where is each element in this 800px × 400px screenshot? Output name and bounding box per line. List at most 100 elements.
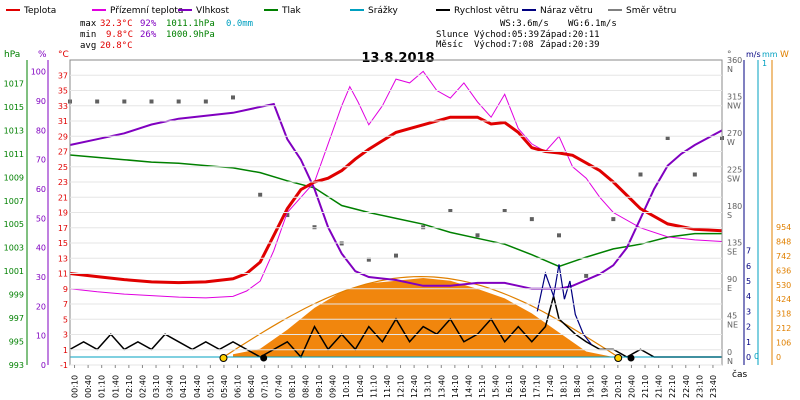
pressure-tick: 993 [9,361,24,370]
humidity-unit: % [38,50,47,60]
stat-sun-set: Západ:20:11 [540,30,600,40]
stat-wg: WG:6.1m/s [568,19,617,29]
radiation-unit: W [780,50,789,60]
radiation-tick: 106 [776,339,791,348]
legend-item: Srážky [368,6,399,16]
direction-unit: ° [727,50,732,60]
direction-tick: 315 [727,93,742,102]
x-tick: 17:40 [546,375,555,398]
x-tick: 13:10 [424,375,433,398]
pressure-tick: 1015 [4,103,24,112]
direction-tick: 360 [727,56,742,65]
x-tick: 11:40 [383,375,392,398]
x-tick: 18:40 [573,375,582,398]
direction-label: N [727,357,733,366]
temp-tick: 23 [58,178,68,187]
legend-item: Náraz větru [540,6,593,16]
x-tick: 00:10 [71,375,80,398]
wind-gust-line [536,264,593,346]
direction-point [638,172,643,177]
x-tick: 20:40 [627,375,636,398]
x-tick: 09:40 [329,375,338,398]
direction-label: SW [727,175,740,184]
x-tick: 10:40 [356,375,365,398]
wind-tick: 4 [746,292,751,301]
x-tick: 15:10 [478,375,487,398]
x-tick: 10:10 [342,375,351,398]
temp-tick: 21 [58,193,68,202]
temp-tick: 37 [58,71,68,80]
temperature-unit: °C [58,50,69,60]
humidity-tick: 100 [31,68,46,77]
stat-max-press: 1011.1hPa [166,19,215,29]
wind-tick: 6 [746,262,751,271]
temp-tick: 3 [63,331,68,340]
legend-item: Teplota [23,6,56,16]
legend-item: Rychlost větru [454,6,519,16]
x-tick: 18:10 [560,375,569,398]
x-tick: 13:40 [437,375,446,398]
x-tick: 14:40 [464,375,473,398]
direction-point [203,99,208,104]
sun-curve [223,275,618,358]
wind-unit: m/s [746,50,761,59]
direction-label: W [727,138,735,147]
x-tick: 15:40 [492,375,501,398]
direction-tick: 0 [727,348,732,357]
humidity-tick: 60 [36,185,46,194]
x-tick: 05:10 [206,375,215,398]
pressure-line [69,154,722,268]
humidity-tick: 20 [36,302,46,311]
legend-item: Směr větru [626,6,676,16]
wind-tick: 5 [746,277,751,286]
radiation-tick: 318 [776,310,791,319]
pressure-tick: 1003 [4,244,24,253]
pressure-tick: 999 [9,291,24,300]
direction-tick: 180 [727,202,742,211]
x-tick: 07:10 [261,375,270,398]
direction-point [692,172,697,177]
ground-temp-line [69,70,723,299]
x-tick: 20:10 [614,375,623,398]
x-tick: 11:10 [369,375,378,398]
rain-top-tick: 1 [762,59,767,68]
direction-label: NE [727,321,738,330]
direction-point [529,217,534,222]
pressure-tick: 1005 [4,220,24,229]
direction-tick: 45 [727,312,737,321]
radiation-tick: 530 [776,281,791,290]
temp-tick: 7 [63,300,68,309]
rain-unit: mm [762,50,778,59]
rain-bottom-tick: 0 [754,352,759,361]
stat-min-hum: 26% [140,30,157,40]
temp-tick: 1 [63,346,68,355]
sunset-marker [614,354,623,362]
temp-tick: 11 [58,270,68,279]
direction-point [285,213,290,218]
direction-point [475,233,480,238]
temp-tick: 31 [58,117,68,126]
direction-point [176,99,181,104]
x-tick: 16:10 [505,375,514,398]
x-tick: 06:10 [234,375,243,398]
x-tick: 17:10 [532,375,541,398]
temperature-line [69,115,723,285]
x-tick: 02:40 [138,375,147,398]
direction-label: E [727,284,732,293]
direction-point [584,273,589,278]
temp-tick: -1 [60,361,68,370]
x-tick: 09:10 [315,375,324,398]
x-tick: 12:40 [410,375,419,398]
stat-max-hum: 92% [140,19,157,29]
pressure-unit: hPa [4,50,20,60]
wind-tick: 1 [746,338,751,347]
wind-tick: 3 [746,307,751,316]
x-tick: 23:40 [709,375,718,398]
x-tick: 16:40 [519,375,528,398]
direction-point [611,217,616,222]
x-tick: 14:10 [451,375,460,398]
legend-item: Tlak [281,6,302,16]
pressure-tick: 997 [9,314,24,323]
temp-tick: 13 [58,254,68,263]
